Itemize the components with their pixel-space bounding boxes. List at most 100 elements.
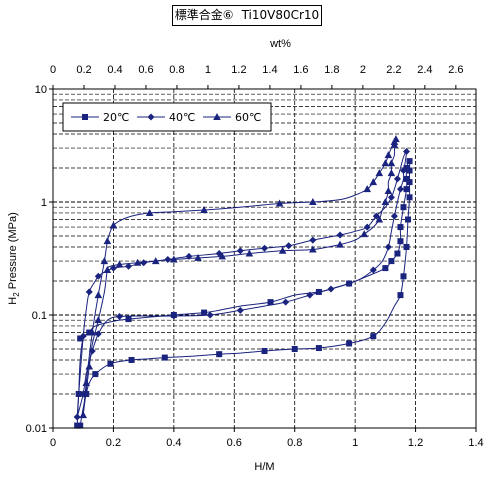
legend-marker bbox=[147, 113, 155, 121]
data-point bbox=[77, 335, 84, 342]
y-tick-label: 0.1 bbox=[32, 310, 47, 322]
data-point bbox=[403, 243, 410, 250]
data-point bbox=[86, 329, 93, 336]
data-point bbox=[400, 204, 407, 211]
data-point bbox=[381, 159, 390, 167]
x2-tick-label: 0.4 bbox=[107, 64, 122, 76]
data-point bbox=[405, 216, 412, 223]
data-point bbox=[109, 221, 118, 229]
data-point bbox=[278, 246, 287, 254]
data-point bbox=[261, 244, 268, 252]
data-point bbox=[369, 178, 378, 186]
y-axis-label: H2 Pressure (MPa) bbox=[7, 212, 21, 304]
data-point bbox=[403, 164, 410, 171]
data-point bbox=[397, 292, 404, 299]
data-point bbox=[94, 330, 102, 338]
legend-marker bbox=[82, 114, 88, 120]
data-point bbox=[245, 249, 254, 257]
data-point bbox=[115, 312, 123, 320]
data-point bbox=[336, 231, 344, 239]
data-point bbox=[399, 167, 407, 175]
data-point bbox=[194, 253, 202, 261]
x-tick-label: 0.2 bbox=[106, 437, 121, 449]
data-point bbox=[94, 316, 103, 324]
data-point bbox=[397, 238, 404, 245]
series-3 bbox=[79, 135, 400, 419]
data-point bbox=[403, 186, 410, 193]
data-point bbox=[387, 193, 395, 201]
data-point bbox=[161, 354, 168, 361]
data-point bbox=[390, 137, 399, 145]
series-2 bbox=[73, 147, 411, 421]
data-point bbox=[363, 185, 372, 193]
data-point bbox=[403, 147, 411, 155]
data-point bbox=[369, 266, 377, 274]
data-point bbox=[79, 411, 88, 419]
chart-title: 標準合金⑥ Ti10V80Cr10 bbox=[172, 5, 322, 26]
data-point bbox=[387, 159, 396, 167]
x2-tick-label: 2.4 bbox=[417, 64, 432, 76]
chart-title-sub: Ti10V80Cr10 bbox=[241, 8, 320, 22]
y-tick-label: 1 bbox=[41, 197, 47, 209]
x2-tick-label: 0 bbox=[50, 64, 56, 76]
data-point bbox=[100, 257, 109, 265]
data-point bbox=[215, 250, 223, 258]
data-point bbox=[375, 215, 384, 223]
data-point bbox=[92, 371, 99, 378]
data-point bbox=[291, 346, 298, 353]
data-point bbox=[125, 262, 133, 270]
data-point bbox=[346, 340, 353, 347]
data-point bbox=[282, 298, 290, 306]
series-layer bbox=[73, 135, 413, 429]
data-point bbox=[397, 224, 404, 231]
data-point bbox=[170, 312, 178, 320]
data-point bbox=[77, 422, 84, 429]
x2-tick-label: 2 bbox=[360, 64, 366, 76]
data-point bbox=[267, 299, 274, 306]
data-point bbox=[82, 379, 91, 387]
legend: 20℃ 40℃ 60℃ bbox=[62, 102, 272, 132]
data-point bbox=[406, 158, 413, 165]
data-point bbox=[79, 332, 87, 340]
data-point bbox=[336, 240, 344, 248]
data-point bbox=[406, 179, 413, 186]
x2-tick-label: 2.6 bbox=[448, 64, 463, 76]
data-point bbox=[128, 356, 135, 363]
data-point bbox=[115, 260, 124, 268]
chart-title-main: 標準合金⑥ bbox=[174, 8, 234, 22]
data-point bbox=[125, 316, 132, 323]
data-point bbox=[382, 265, 389, 272]
data-point bbox=[218, 252, 226, 260]
data-point bbox=[363, 223, 371, 231]
data-point bbox=[236, 306, 244, 314]
data-point bbox=[200, 205, 208, 213]
data-point bbox=[384, 243, 392, 251]
x-tick-label: 0.8 bbox=[287, 437, 302, 449]
x2-tick-label: 0.6 bbox=[138, 64, 153, 76]
data-point bbox=[315, 345, 322, 352]
data-point bbox=[381, 198, 390, 205]
x-tick-label: 1.2 bbox=[408, 437, 423, 449]
data-point bbox=[261, 348, 268, 355]
x2-tick-label: 1.8 bbox=[324, 64, 339, 76]
data-point bbox=[73, 413, 81, 421]
data-point bbox=[390, 212, 398, 220]
data-point bbox=[103, 266, 112, 274]
data-point bbox=[406, 167, 413, 174]
data-point bbox=[388, 258, 395, 265]
x2-tick-label: 1.4 bbox=[262, 64, 277, 76]
series-line bbox=[76, 160, 411, 426]
x-tick-label: 0.6 bbox=[227, 437, 242, 449]
data-point bbox=[201, 309, 208, 316]
data-point bbox=[85, 288, 93, 296]
data-point bbox=[387, 169, 396, 177]
series-1 bbox=[74, 158, 413, 429]
data-point bbox=[170, 255, 178, 263]
legend-label: 40℃ bbox=[169, 111, 195, 124]
data-point bbox=[140, 259, 148, 267]
data-point bbox=[406, 194, 413, 201]
data-point bbox=[109, 264, 117, 272]
data-point bbox=[285, 242, 293, 250]
data-point bbox=[74, 422, 81, 429]
